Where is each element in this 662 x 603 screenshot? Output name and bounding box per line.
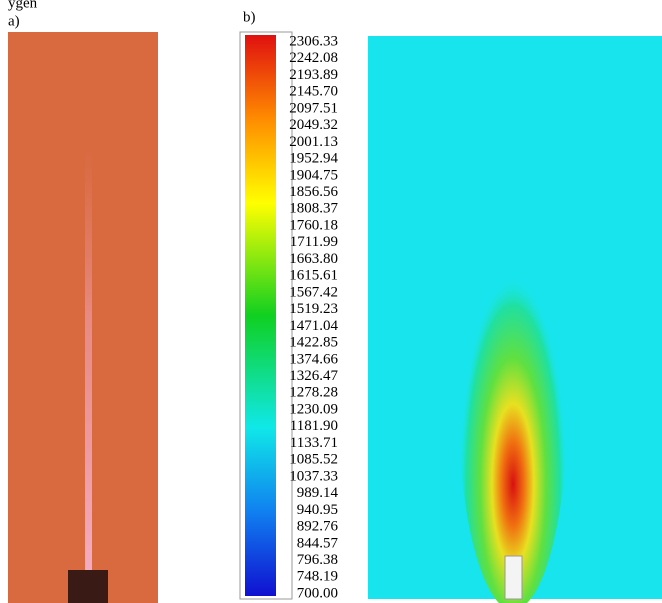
panel-label: b) xyxy=(243,9,256,25)
nozzle xyxy=(504,555,523,600)
colorbar-label: 796.38 xyxy=(297,552,338,568)
nozzle xyxy=(68,570,108,603)
colorbar-label: 1374.66 xyxy=(289,351,338,367)
colorbar-label: 1085.52 xyxy=(289,452,338,468)
colorbar-label: 1037.33 xyxy=(289,468,338,484)
colorbar-label: 1230.09 xyxy=(289,401,338,417)
colorbar-label: 1952.94 xyxy=(289,151,338,167)
colorbar-label: 1711.99 xyxy=(290,234,338,250)
colorbar-label: 2306.33 xyxy=(289,33,338,49)
colorbar-label: 1904.75 xyxy=(289,167,338,183)
colorbar-label: 989.14 xyxy=(297,485,339,501)
colorbar-label: 844.57 xyxy=(297,535,339,551)
colorbar-label: 748.19 xyxy=(297,569,338,585)
plasma-jet xyxy=(85,150,92,570)
colorbar-label: 1471.04 xyxy=(289,318,338,334)
photo xyxy=(8,32,158,603)
colorbar-label: 2097.51 xyxy=(289,100,338,116)
colorbar-label: 1567.42 xyxy=(289,284,338,300)
colorbar xyxy=(245,35,276,596)
colorbar-label: 940.95 xyxy=(297,502,338,518)
colorbar-label: 1760.18 xyxy=(289,217,338,233)
colorbar-label: 2001.13 xyxy=(289,134,338,150)
colorbar-label: 1326.47 xyxy=(289,368,338,384)
colorbar-label: 2049.32 xyxy=(289,117,338,133)
colorbar-label: 1519.23 xyxy=(289,301,338,317)
colorbar-label: 892.76 xyxy=(297,519,339,535)
colorbar-label: 1856.56 xyxy=(289,184,338,200)
colorbar-label: 1808.37 xyxy=(289,201,338,217)
colorbar-label: 2242.08 xyxy=(289,50,338,66)
panel-label: a) xyxy=(8,13,20,29)
flame xyxy=(458,190,568,603)
colorbar-label: 2193.89 xyxy=(289,67,338,83)
colorbar-label: 1133.71 xyxy=(290,435,338,451)
colorbar-label: 2145.70 xyxy=(289,84,338,100)
colorbar-label: 700.00 xyxy=(297,585,338,601)
colorbar-label: 1181.90 xyxy=(290,418,338,434)
colorbar-label: 1663.80 xyxy=(289,251,338,267)
colorbar-label: 1615.61 xyxy=(289,268,338,284)
colorbar-label: 1422.85 xyxy=(289,335,338,351)
colorbar-label: 1278.28 xyxy=(289,385,338,401)
caption-fragment: ygen xyxy=(8,0,38,11)
